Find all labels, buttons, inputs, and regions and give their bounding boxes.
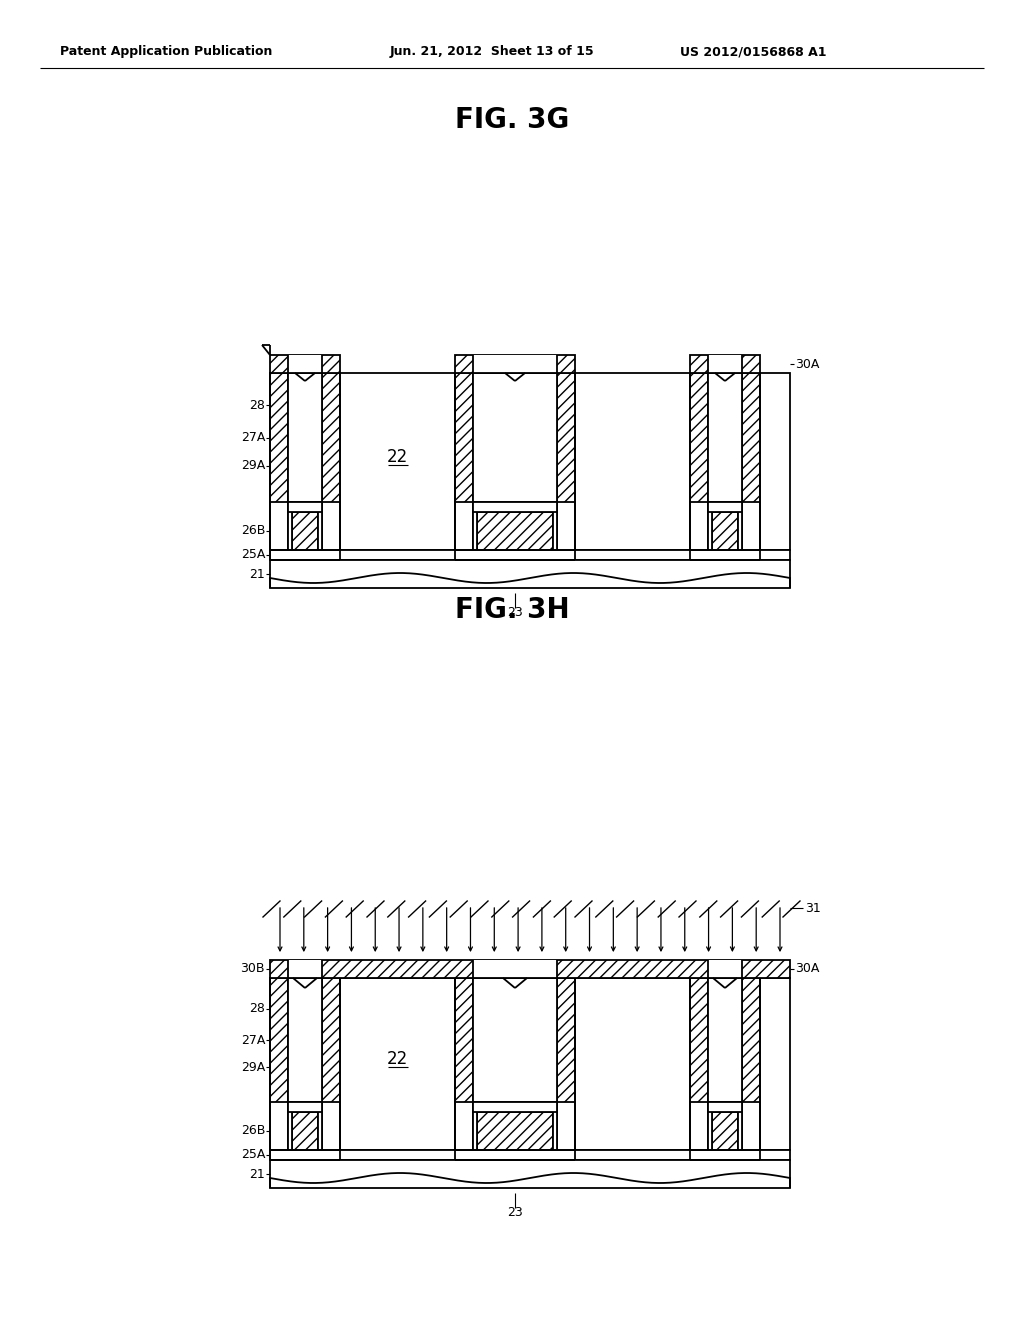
Text: 31: 31: [805, 902, 821, 915]
Bar: [557, 374, 575, 550]
Bar: [708, 1102, 712, 1150]
Bar: [318, 1102, 322, 1150]
Bar: [690, 1102, 708, 1150]
Text: 22: 22: [387, 447, 409, 466]
Bar: [708, 502, 742, 512]
Bar: [473, 1102, 557, 1111]
Bar: [288, 978, 322, 1102]
Text: 29A: 29A: [241, 459, 265, 473]
Bar: [473, 374, 557, 502]
Bar: [270, 502, 288, 550]
Bar: [270, 550, 790, 560]
Bar: [708, 978, 742, 1102]
Text: 29A: 29A: [241, 1061, 265, 1073]
Text: 30A: 30A: [795, 962, 819, 975]
Bar: [270, 560, 790, 587]
Bar: [322, 978, 340, 1150]
Bar: [455, 1102, 473, 1150]
Text: US 2012/0156868 A1: US 2012/0156868 A1: [680, 45, 826, 58]
Bar: [288, 1102, 322, 1111]
Bar: [292, 512, 318, 550]
Bar: [270, 978, 790, 1150]
Bar: [473, 355, 557, 374]
Bar: [322, 374, 340, 550]
Text: 25A: 25A: [241, 549, 265, 561]
Text: 25A: 25A: [241, 1148, 265, 1162]
Text: FIG. 3G: FIG. 3G: [455, 106, 569, 135]
Bar: [270, 1160, 790, 1188]
Bar: [690, 355, 760, 374]
Text: FIG. 3H: FIG. 3H: [455, 597, 569, 624]
Bar: [288, 960, 322, 978]
Bar: [477, 512, 553, 550]
Bar: [473, 502, 557, 512]
Bar: [473, 502, 477, 550]
Bar: [455, 355, 575, 374]
Bar: [322, 502, 340, 550]
Bar: [270, 374, 790, 550]
Bar: [712, 512, 738, 550]
Bar: [455, 502, 473, 550]
Bar: [708, 374, 742, 502]
Text: 28: 28: [249, 399, 265, 412]
Bar: [553, 1102, 557, 1150]
Bar: [708, 1102, 742, 1111]
Bar: [270, 960, 790, 978]
Bar: [712, 1111, 738, 1150]
Bar: [455, 978, 473, 1150]
Bar: [288, 1102, 292, 1150]
Bar: [708, 960, 742, 978]
Text: Jun. 21, 2012  Sheet 13 of 15: Jun. 21, 2012 Sheet 13 of 15: [390, 45, 595, 58]
Bar: [742, 502, 760, 550]
Bar: [270, 374, 288, 550]
Text: 26B: 26B: [241, 524, 265, 537]
Bar: [557, 978, 575, 1150]
Text: 21: 21: [249, 568, 265, 581]
Bar: [322, 1102, 340, 1150]
Text: 22: 22: [387, 1049, 409, 1068]
Bar: [708, 355, 742, 374]
Text: 27A: 27A: [241, 432, 265, 444]
Bar: [270, 1150, 790, 1160]
Text: 30A: 30A: [795, 358, 819, 371]
Text: 24: 24: [295, 1012, 315, 1031]
Text: 21: 21: [249, 1167, 265, 1180]
Bar: [455, 374, 473, 550]
Bar: [473, 960, 557, 978]
Text: 28: 28: [249, 1002, 265, 1015]
Bar: [742, 1102, 760, 1150]
Text: 30B: 30B: [241, 962, 265, 975]
Bar: [288, 502, 292, 550]
Bar: [473, 1102, 477, 1150]
Bar: [557, 502, 575, 550]
Bar: [318, 502, 322, 550]
Bar: [553, 502, 557, 550]
Bar: [690, 374, 708, 550]
Bar: [742, 374, 760, 550]
Bar: [690, 502, 708, 550]
Bar: [270, 1102, 288, 1150]
Bar: [270, 355, 340, 374]
Bar: [557, 1102, 575, 1150]
Text: 26B: 26B: [241, 1125, 265, 1138]
Text: Patent Application Publication: Patent Application Publication: [60, 45, 272, 58]
Text: 23: 23: [507, 1206, 523, 1220]
Text: 24: 24: [295, 409, 315, 428]
Text: 27A: 27A: [241, 1034, 265, 1047]
Bar: [288, 374, 322, 502]
Bar: [292, 1111, 318, 1150]
Bar: [708, 502, 712, 550]
Bar: [738, 1102, 742, 1150]
Bar: [477, 1111, 553, 1150]
Bar: [473, 978, 557, 1102]
Bar: [690, 978, 708, 1150]
Bar: [738, 502, 742, 550]
Bar: [288, 502, 322, 512]
Bar: [270, 978, 288, 1150]
Bar: [742, 978, 760, 1150]
Text: 23: 23: [507, 606, 523, 619]
Bar: [288, 355, 322, 374]
